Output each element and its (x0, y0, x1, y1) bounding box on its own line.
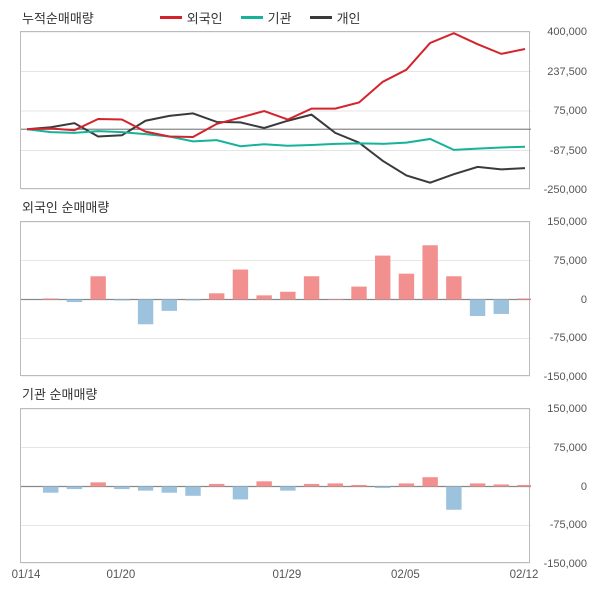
foreign-bar-chart: 150,00075,0000-75,000-150,000 (20, 221, 530, 376)
y-tick-label: 75,000 (531, 105, 587, 117)
legend-foreign: 외국인 (160, 8, 223, 27)
y-tick-label: -150,000 (531, 558, 587, 570)
legend-label-institution: 기관 (268, 8, 292, 27)
y-tick-label: -250,000 (531, 184, 587, 196)
y-tick-label: 0 (531, 481, 587, 493)
panel2-y-axis: 150,00075,0000-75,000-150,000 (531, 222, 587, 375)
legend-label-individual: 개인 (337, 8, 361, 27)
y-tick-label: 400,000 (531, 26, 587, 38)
legend-institution: 기관 (241, 8, 292, 27)
legend-swatch-individual (310, 16, 332, 19)
panel3-title: 기관 순매매량 (22, 387, 97, 402)
cumulative-chart: 400,000237,50075,000-87,500-250,000 (20, 31, 530, 189)
y-tick-label: -87,500 (531, 145, 587, 157)
y-tick-label: 150,000 (531, 216, 587, 228)
panel1-y-axis: 400,000237,50075,000-87,500-250,000 (531, 32, 587, 188)
x-tick-label: 02/05 (391, 569, 420, 581)
legend-swatch-foreign (160, 16, 182, 19)
legend-label-foreign: 외국인 (187, 8, 223, 27)
y-tick-label: 75,000 (531, 255, 587, 267)
y-tick-label: 150,000 (531, 403, 587, 415)
x-axis: 01/1401/2001/2902/0502/12 (20, 563, 530, 587)
y-tick-label: -75,000 (531, 519, 587, 531)
cumulative-svg (21, 32, 531, 190)
y-tick-label: 0 (531, 294, 587, 306)
panel1-header: 누적순매매량 외국인 기관 개인 (22, 8, 590, 27)
y-tick-label: 237,500 (531, 66, 587, 78)
institution-bar-svg (21, 409, 531, 564)
y-tick-label: 75,000 (531, 442, 587, 454)
foreign-bar-svg (21, 222, 531, 377)
x-tick-label: 01/14 (12, 569, 41, 581)
panel1-title: 누적순매매량 (22, 8, 94, 27)
institution-bar-chart: 150,00075,0000-75,000-150,000 (20, 408, 530, 563)
y-tick-label: -150,000 (531, 371, 587, 383)
legend-individual: 개인 (310, 8, 361, 27)
panel2-header: 외국인 순매매량 (22, 197, 590, 217)
legend-swatch-institution (241, 16, 263, 19)
x-tick-label: 01/29 (272, 569, 301, 581)
y-tick-label: -75,000 (531, 332, 587, 344)
panel2-title: 외국인 순매매량 (22, 200, 109, 215)
panel3-y-axis: 150,00075,0000-75,000-150,000 (531, 409, 587, 562)
x-tick-label: 01/20 (106, 569, 135, 581)
x-tick-label: 02/12 (510, 569, 539, 581)
panel3-header: 기관 순매매량 (22, 384, 590, 404)
